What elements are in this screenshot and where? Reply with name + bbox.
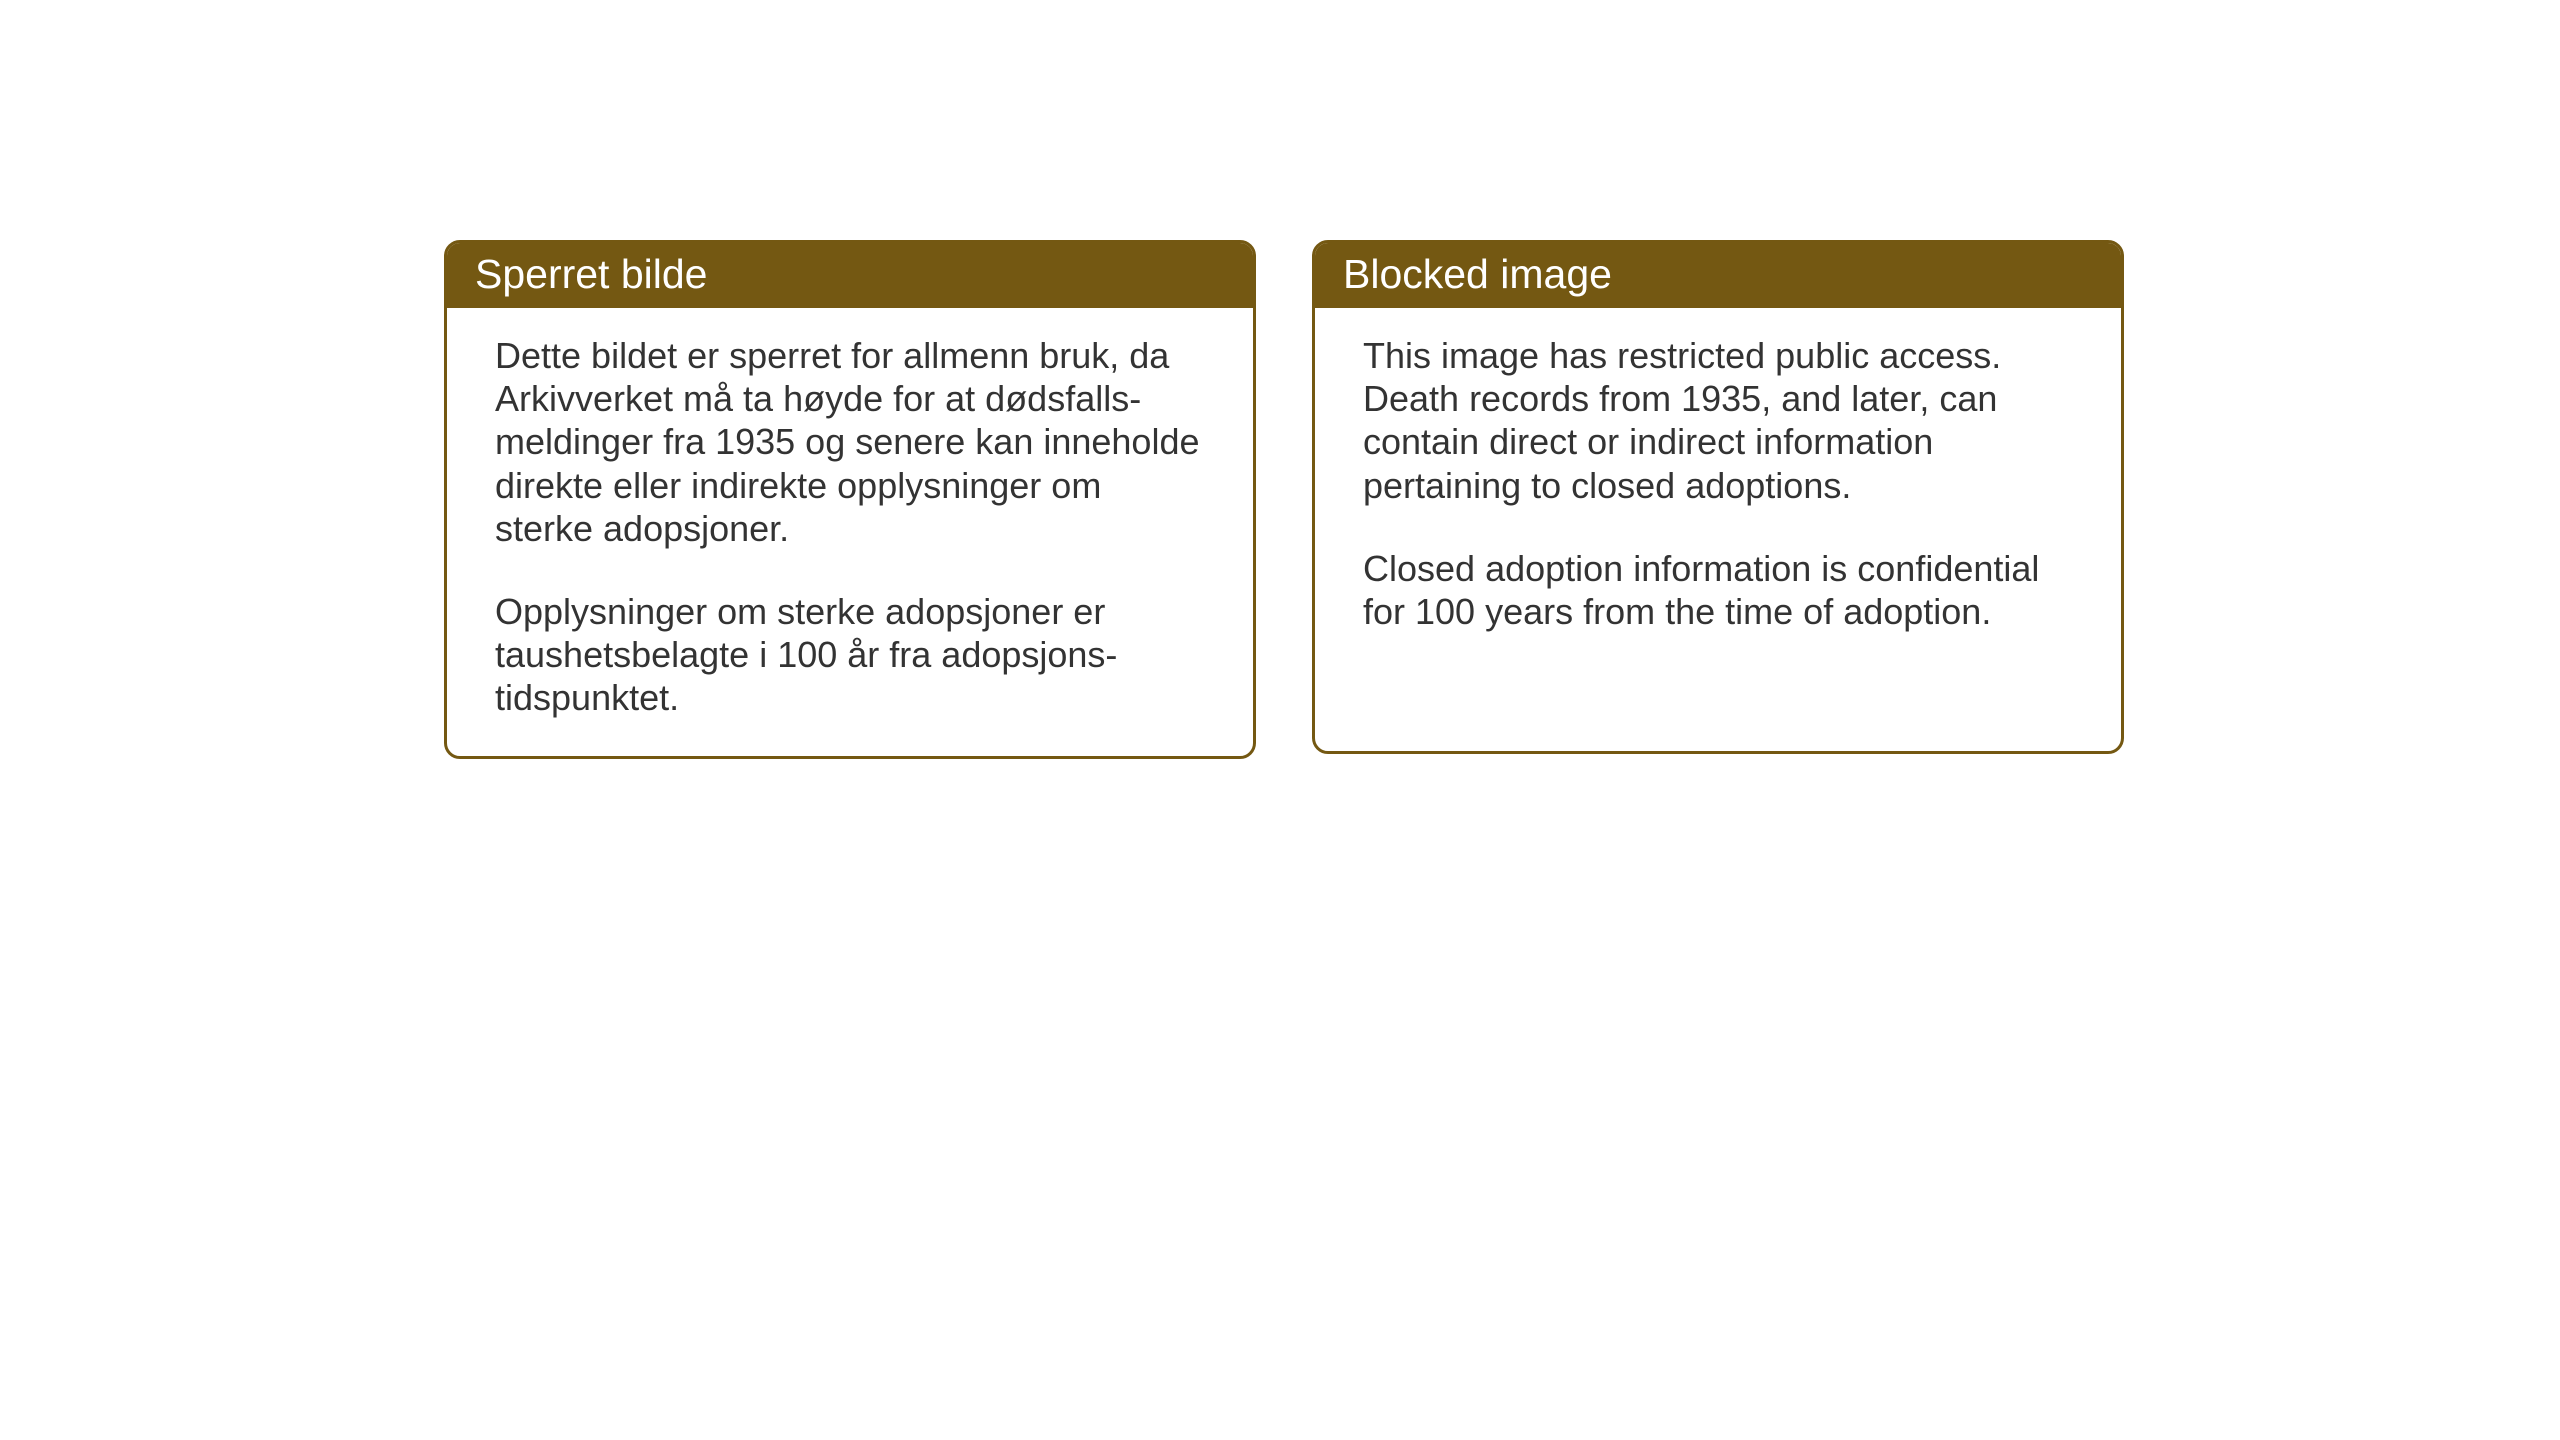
notice-body-norwegian: Dette bildet er sperret for allmenn bruk… <box>447 308 1253 756</box>
notice-paragraph-1-english: This image has restricted public access.… <box>1363 334 2073 507</box>
notice-header-norwegian: Sperret bilde <box>447 243 1253 308</box>
notice-container: Sperret bilde Dette bildet er sperret fo… <box>444 240 2124 759</box>
notice-box-english: Blocked image This image has restricted … <box>1312 240 2124 754</box>
notice-paragraph-2-norwegian: Opplysninger om sterke adopsjoner er tau… <box>495 590 1205 720</box>
notice-header-english: Blocked image <box>1315 243 2121 308</box>
notice-paragraph-1-norwegian: Dette bildet er sperret for allmenn bruk… <box>495 334 1205 550</box>
notice-paragraph-2-english: Closed adoption information is confident… <box>1363 547 2073 633</box>
notice-title-english: Blocked image <box>1343 251 1612 297</box>
notice-box-norwegian: Sperret bilde Dette bildet er sperret fo… <box>444 240 1256 759</box>
notice-body-english: This image has restricted public access.… <box>1315 308 2121 669</box>
notice-title-norwegian: Sperret bilde <box>475 251 707 297</box>
